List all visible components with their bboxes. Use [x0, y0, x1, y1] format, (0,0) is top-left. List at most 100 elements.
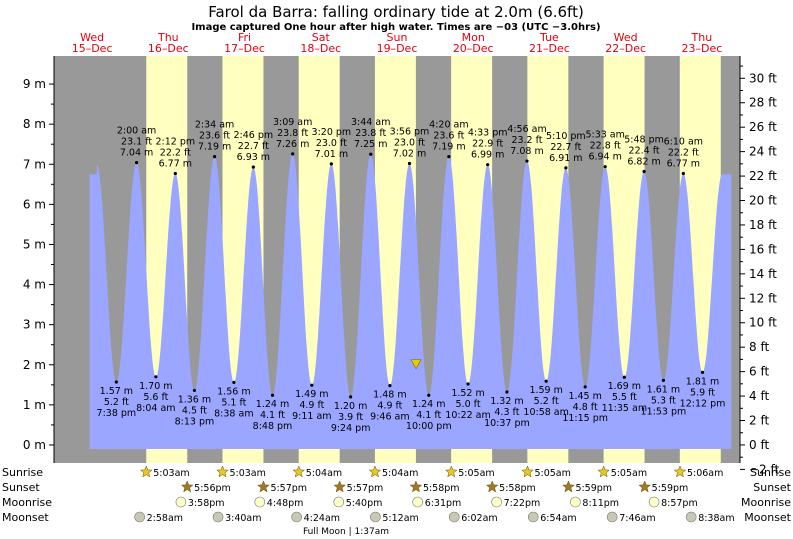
moonset-icon — [448, 511, 460, 523]
day-name: Tue — [539, 31, 559, 44]
sunset-icon — [485, 480, 499, 493]
low-tide-time: 10:58 am — [523, 407, 568, 418]
low-tide-time: 11:15 pm — [562, 413, 608, 424]
low-tide-metres: 1.57 m — [100, 386, 133, 397]
high-tide-metres: 6.99 m — [471, 150, 504, 161]
right-tick-label: 2 ft — [749, 414, 769, 428]
day-name: Sat — [312, 31, 331, 44]
low-tide-metres: 1.69 m — [608, 381, 641, 392]
moonset-icon — [527, 511, 539, 523]
left-tick-label: 1 m — [23, 398, 46, 412]
right-tick-label: 6 ft — [749, 365, 769, 379]
right-tick-label: 8 ft — [749, 340, 769, 354]
high-tide-time: 3:20 pm — [312, 127, 352, 138]
moonrise-time: 3:58pm — [188, 498, 225, 509]
sunrise-time: 5:04am — [306, 468, 342, 479]
sunrise-icon — [139, 465, 153, 478]
low-tide-feet: 4.1 ft — [416, 410, 441, 421]
sunrise-time: 5:05am — [534, 468, 570, 479]
moonset-time: 5:12am — [382, 513, 418, 524]
moonrise-time: 6:31pm — [425, 498, 462, 509]
moonrise-time: 8:11pm — [582, 498, 619, 509]
low-tide-time: 10:37 pm — [484, 418, 530, 429]
low-tide-feet: 5.1 ft — [221, 397, 246, 408]
low-tide-point — [466, 382, 470, 386]
high-tide-point — [291, 152, 295, 156]
row-label-moonrise-right: Moonrise — [741, 496, 791, 509]
high-tide-point — [525, 159, 529, 163]
day-name: Wed — [614, 31, 638, 44]
high-tide-time: 4:20 am — [429, 120, 468, 131]
sunset-icon — [333, 480, 347, 493]
low-tide-time: 12:12 pm — [680, 398, 726, 409]
sunrise-icon — [444, 465, 458, 478]
day-date: 18–Dec — [300, 42, 341, 55]
row-label-moonset: Moonset — [2, 511, 49, 524]
high-tide-metres: 7.02 m — [393, 148, 426, 159]
chart-subtitle: Image captured One hour after high water… — [191, 22, 600, 33]
low-tide-point — [544, 379, 548, 383]
current-tide-marker — [410, 359, 422, 370]
low-tide-metres: 1.81 m — [686, 376, 719, 387]
high-tide-time: 4:56 am — [507, 124, 546, 135]
moonset-icon — [134, 511, 145, 523]
moonset-time: 4:24am — [304, 513, 340, 524]
row-label-sunrise-right: Sunrise — [750, 466, 791, 479]
low-tide-point — [270, 393, 275, 397]
low-tide-point — [427, 393, 431, 397]
moonrise-icon — [412, 496, 423, 508]
right-tick-label: 30 ft — [749, 71, 777, 85]
low-tide-feet: 5.5 ft — [612, 392, 637, 403]
moonset-icon — [291, 511, 302, 523]
moonset-time: 6:54am — [540, 513, 576, 524]
low-tide-metres: 1.20 m — [334, 401, 367, 412]
sunrise-time: 5:03am — [229, 468, 265, 479]
high-tide-time: 3:44 am — [351, 117, 390, 128]
high-tide-feet: 23.2 ft — [511, 135, 542, 146]
sunrise-time: 5:04am — [382, 468, 418, 479]
low-tide-metres: 1.70 m — [139, 381, 172, 392]
high-tide-feet: 23.8 ft — [355, 128, 386, 139]
low-tide-feet: 5.9 ft — [690, 387, 715, 398]
low-tide-feet: 5.0 ft — [456, 399, 481, 410]
moonrise-icon — [570, 496, 581, 508]
low-tide-time: 7:38 pm — [97, 408, 137, 419]
high-tide-time: 2:34 am — [195, 120, 234, 131]
high-tide-time: 2:00 am — [117, 126, 156, 137]
low-tide-feet: 4.9 ft — [377, 401, 402, 412]
day-date: 19–Dec — [377, 42, 418, 55]
high-tide-metres: 6.82 m — [627, 156, 660, 167]
high-tide-feet: 23.0 ft — [394, 137, 425, 148]
row-label-sunset-right: Sunset — [753, 481, 791, 494]
day-date: 23–Dec — [681, 42, 722, 55]
low-tide-metres: 1.24 m — [412, 399, 445, 410]
row-label-sunrise: Sunrise — [2, 466, 43, 479]
high-tide-time: 2:12 pm — [156, 136, 196, 147]
sunrise-icon — [216, 465, 229, 478]
sunset-icon — [180, 480, 194, 493]
tide-area — [89, 153, 732, 450]
high-tide-feet: 22.4 ft — [629, 145, 660, 156]
sunrise-time: 5:06am — [687, 468, 723, 479]
high-tide-feet: 22.7 ft — [238, 141, 269, 152]
low-tide-metres: 1.56 m — [217, 386, 250, 397]
high-tide-point — [173, 171, 177, 176]
high-tide-point — [486, 163, 490, 167]
high-tide-metres: 7.19 m — [198, 142, 231, 153]
low-tide-point — [505, 390, 509, 394]
high-tide-metres: 6.77 m — [667, 158, 700, 169]
sunrise-time: 5:05am — [458, 468, 494, 479]
day-name: Wed — [80, 31, 104, 44]
right-tick-label: 24 ft — [749, 145, 777, 159]
high-tide-metres: 7.04 m — [120, 148, 153, 159]
left-tick-label: 0 m — [23, 438, 46, 452]
moonrise-time: 4:48pm — [267, 498, 304, 509]
high-tide-feet: 23.8 ft — [277, 128, 308, 139]
right-tick-label: 12 ft — [749, 291, 777, 305]
sunset-time: 5:58pm — [499, 483, 536, 494]
sunset-time: 5:56pm — [194, 483, 231, 494]
sunset-time: 5:59pm — [575, 483, 612, 494]
high-tide-time: 2:46 pm — [234, 130, 274, 141]
high-tide-metres: 7.26 m — [276, 139, 309, 150]
moonrise-time: 5:40pm — [346, 498, 383, 509]
